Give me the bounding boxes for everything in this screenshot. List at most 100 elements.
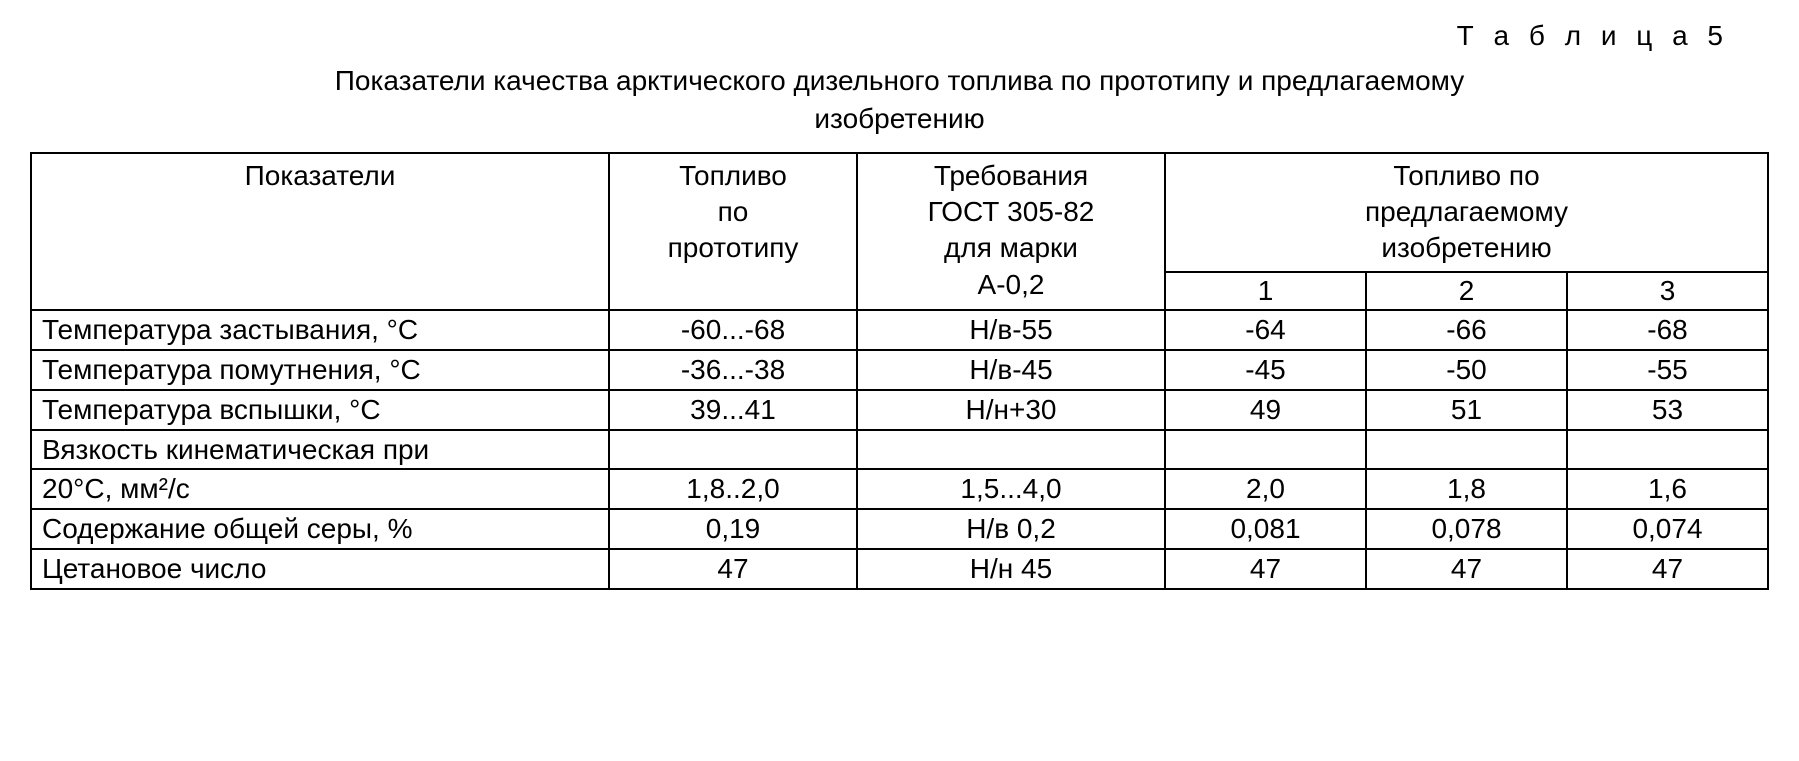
table-row: Цетановое число47Н/н 45474747 [31, 549, 1768, 589]
cell-col-1-text: 2,0 [1166, 470, 1365, 508]
header-prototype-l2: по [618, 194, 848, 230]
header-invention: Топливо по предлагаемому изобретению [1165, 153, 1768, 272]
cell-gost: Н/н+30 [857, 390, 1165, 430]
cell-prototype: -36...-38 [609, 350, 857, 390]
table-number: Т а б л и ц а 5 [30, 20, 1769, 52]
cell-col-2: -66 [1366, 310, 1567, 350]
cell-indicator-text: Содержание общей серы, % [32, 510, 608, 548]
cell-col-3: 53 [1567, 390, 1768, 430]
header-gost-l2: ГОСТ 305-82 [866, 194, 1156, 230]
cell-col-2-text: 47 [1367, 550, 1566, 588]
cell-col-1: 49 [1165, 390, 1366, 430]
cell-col-3: -55 [1567, 350, 1768, 390]
cell-gost: Н/в 0,2 [857, 509, 1165, 549]
cell-col-3 [1567, 430, 1768, 470]
cell-col-2: -50 [1366, 350, 1567, 390]
table-row: Температура застывания, °C-60...-68Н/в-5… [31, 310, 1768, 350]
cell-indicator-text: 20°C, мм²/с [32, 470, 608, 508]
cell-col-2: 1,8 [1366, 469, 1567, 509]
cell-prototype-text: 47 [610, 550, 856, 588]
header-gost: Требования ГОСТ 305-82 для марки А-0,2 [857, 153, 1165, 311]
cell-gost-text: Н/в-55 [858, 311, 1164, 349]
table-row: 20°C, мм²/с1,8..2,01,5...4,02,01,81,6 [31, 469, 1768, 509]
quality-table: Показатели Топливо по прототипу Требован… [30, 152, 1769, 590]
cell-indicator: Цетановое число [31, 549, 609, 589]
cell-col-2-text: -66 [1367, 311, 1566, 349]
cell-prototype: 1,8..2,0 [609, 469, 857, 509]
header-prototype-l3: прототипу [618, 230, 848, 266]
cell-col-3: 1,6 [1567, 469, 1768, 509]
cell-col-2: 47 [1366, 549, 1567, 589]
cell-indicator: Температура помутнения, °C [31, 350, 609, 390]
cell-prototype: 47 [609, 549, 857, 589]
cell-col-1-text: 0,081 [1166, 510, 1365, 548]
cell-gost-text: Н/в-45 [858, 351, 1164, 389]
cell-col-3: 47 [1567, 549, 1768, 589]
cell-col-1-text [1166, 431, 1365, 469]
cell-col-3-text: 53 [1568, 391, 1767, 429]
table-head: Показатели Топливо по прототипу Требован… [31, 153, 1768, 311]
cell-indicator: 20°C, мм²/с [31, 469, 609, 509]
cell-prototype-text: 39...41 [610, 391, 856, 429]
header-indicators: Показатели [31, 153, 609, 311]
cell-gost: Н/в-45 [857, 350, 1165, 390]
cell-indicator-text: Температура вспышки, °C [32, 391, 608, 429]
header-gost-l3: для марки [866, 230, 1156, 266]
header-gost-l4: А-0,2 [866, 267, 1156, 303]
cell-col-1-text: 49 [1166, 391, 1365, 429]
cell-col-3-text: 47 [1568, 550, 1767, 588]
cell-col-2-text: 0,078 [1367, 510, 1566, 548]
header-sub-3: 3 [1567, 272, 1768, 310]
table-row: Температура вспышки, °C39...41Н/н+304951… [31, 390, 1768, 430]
cell-indicator: Вязкость кинематическая при [31, 430, 609, 470]
table-row: Содержание общей серы, %0,19Н/в 0,20,081… [31, 509, 1768, 549]
cell-col-3-text: -55 [1568, 351, 1767, 389]
table-body: Температура застывания, °C-60...-68Н/в-5… [31, 310, 1768, 589]
cell-indicator: Температура вспышки, °C [31, 390, 609, 430]
cell-prototype [609, 430, 857, 470]
cell-col-1: 2,0 [1165, 469, 1366, 509]
table-row: Температура помутнения, °C-36...-38Н/в-4… [31, 350, 1768, 390]
table-caption: Показатели качества арктического дизельн… [50, 62, 1750, 138]
cell-prototype-text: 1,8..2,0 [610, 470, 856, 508]
cell-indicator-text: Температура помутнения, °C [32, 351, 608, 389]
cell-gost: 1,5...4,0 [857, 469, 1165, 509]
cell-col-3-text: -68 [1568, 311, 1767, 349]
cell-col-1 [1165, 430, 1366, 470]
cell-col-3: -68 [1567, 310, 1768, 350]
cell-prototype: -60...-68 [609, 310, 857, 350]
cell-gost: Н/н 45 [857, 549, 1165, 589]
cell-col-2-text: 51 [1367, 391, 1566, 429]
cell-prototype-text [610, 431, 856, 469]
cell-col-1: 47 [1165, 549, 1366, 589]
cell-indicator-text: Вязкость кинематическая при [32, 431, 608, 469]
cell-col-3-text: 0,074 [1568, 510, 1767, 548]
header-invention-l3: изобретению [1174, 230, 1759, 266]
table-row: Вязкость кинематическая при [31, 430, 1768, 470]
cell-col-1: -45 [1165, 350, 1366, 390]
cell-gost-text [858, 431, 1164, 469]
cell-prototype-text: -36...-38 [610, 351, 856, 389]
header-sub-1: 1 [1165, 272, 1366, 310]
cell-gost-text: Н/н 45 [858, 550, 1164, 588]
header-sub-2: 2 [1366, 272, 1567, 310]
cell-col-3-text: 1,6 [1568, 470, 1767, 508]
header-prototype: Топливо по прототипу [609, 153, 857, 311]
cell-indicator: Содержание общей серы, % [31, 509, 609, 549]
cell-indicator-text: Цетановое число [32, 550, 608, 588]
header-gost-l1: Требования [866, 158, 1156, 194]
cell-prototype-text: 0,19 [610, 510, 856, 548]
cell-gost-text: Н/н+30 [858, 391, 1164, 429]
cell-indicator-text: Температура застывания, °C [32, 311, 608, 349]
cell-col-1: -64 [1165, 310, 1366, 350]
cell-col-2-text: 1,8 [1367, 470, 1566, 508]
cell-col-2 [1366, 430, 1567, 470]
cell-col-2-text: -50 [1367, 351, 1566, 389]
header-prototype-l1: Топливо [618, 158, 848, 194]
cell-col-1-text: -64 [1166, 311, 1365, 349]
cell-gost [857, 430, 1165, 470]
cell-col-2: 0,078 [1366, 509, 1567, 549]
cell-col-1: 0,081 [1165, 509, 1366, 549]
cell-col-2-text [1367, 431, 1566, 469]
header-invention-l2: предлагаемому [1174, 194, 1759, 230]
